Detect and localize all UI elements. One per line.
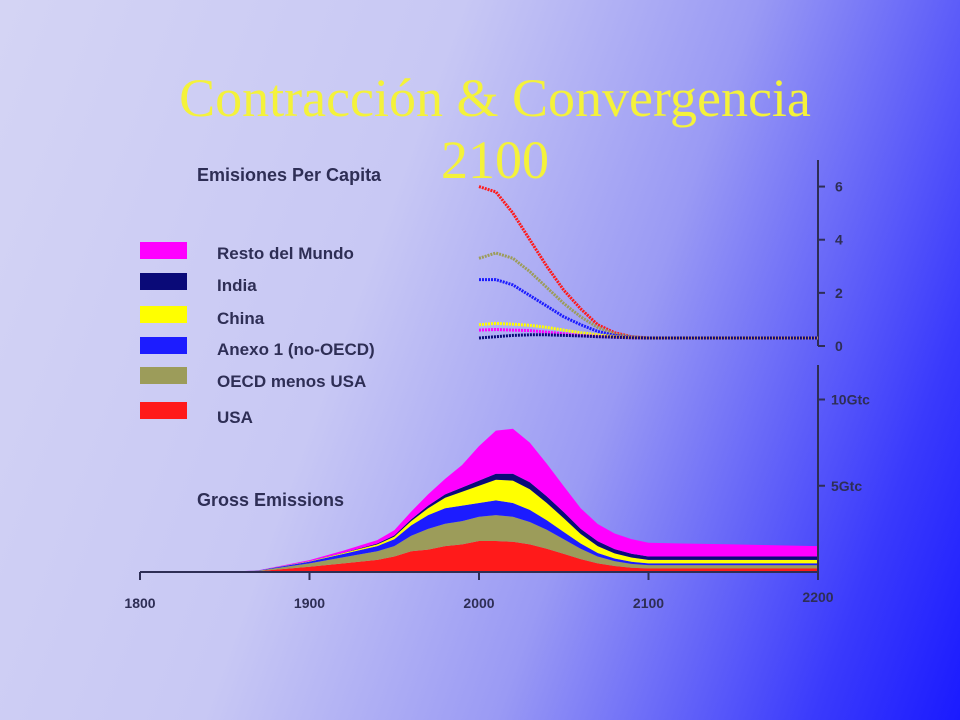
per-capita-y-tick-label: 6 [835,179,843,195]
legend-swatch-india [140,273,187,290]
gross-x-tick-label: 2200 [802,589,833,605]
slide-title-year: 2100 [441,130,549,190]
gross-area-resto-del-mundo [140,428,818,572]
gross-area-oecd-menos-usa [140,515,818,572]
legend-swatch-usa [140,402,187,419]
gross-y-tick-label: 10Gtc [831,392,870,408]
gross-y-tick-label: 5Gtc [831,478,862,494]
gross-area-china [140,479,818,572]
legend-label-oecd: OECD menos USA [217,372,367,391]
per-capita-y-tick-label: 2 [835,285,843,301]
per-capita-y-tick-label: 4 [835,232,843,248]
per-capita-title: Emisiones Per Capita [197,165,382,185]
legend-label-china: China [217,309,265,328]
per-capita-line-anexo-1-no-oecd- [479,278,818,340]
gross-x-tick-label: 2100 [633,595,664,611]
legend-swatch-resto [140,242,187,259]
gross-x-tick-label: 1900 [294,595,325,611]
gross-area-anexo-1-no-oecd- [140,500,818,572]
legend-label-resto: Resto del Mundo [217,244,354,263]
gross-x-tick-label: 1800 [124,595,155,611]
gross-area-usa [140,541,818,572]
legend-swatch-china [140,306,187,323]
per-capita-line-usa [478,185,818,340]
slide-title: Contracción & Convergencia [179,68,811,128]
legend-label-india: India [217,276,257,295]
gross-x-tick-label: 2000 [463,595,494,611]
legend-label-usa: USA [217,408,253,427]
legend-label-anexo1: Anexo 1 (no-OECD) [217,340,375,359]
legend-swatch-anexo1 [140,337,187,354]
gross-emissions-title: Gross Emissions [197,490,345,510]
legend-swatch-oecd [140,367,187,384]
per-capita-line-india [478,333,818,340]
per-capita-line-china [478,321,818,340]
per-capita-y-tick-label: 0 [835,338,843,354]
